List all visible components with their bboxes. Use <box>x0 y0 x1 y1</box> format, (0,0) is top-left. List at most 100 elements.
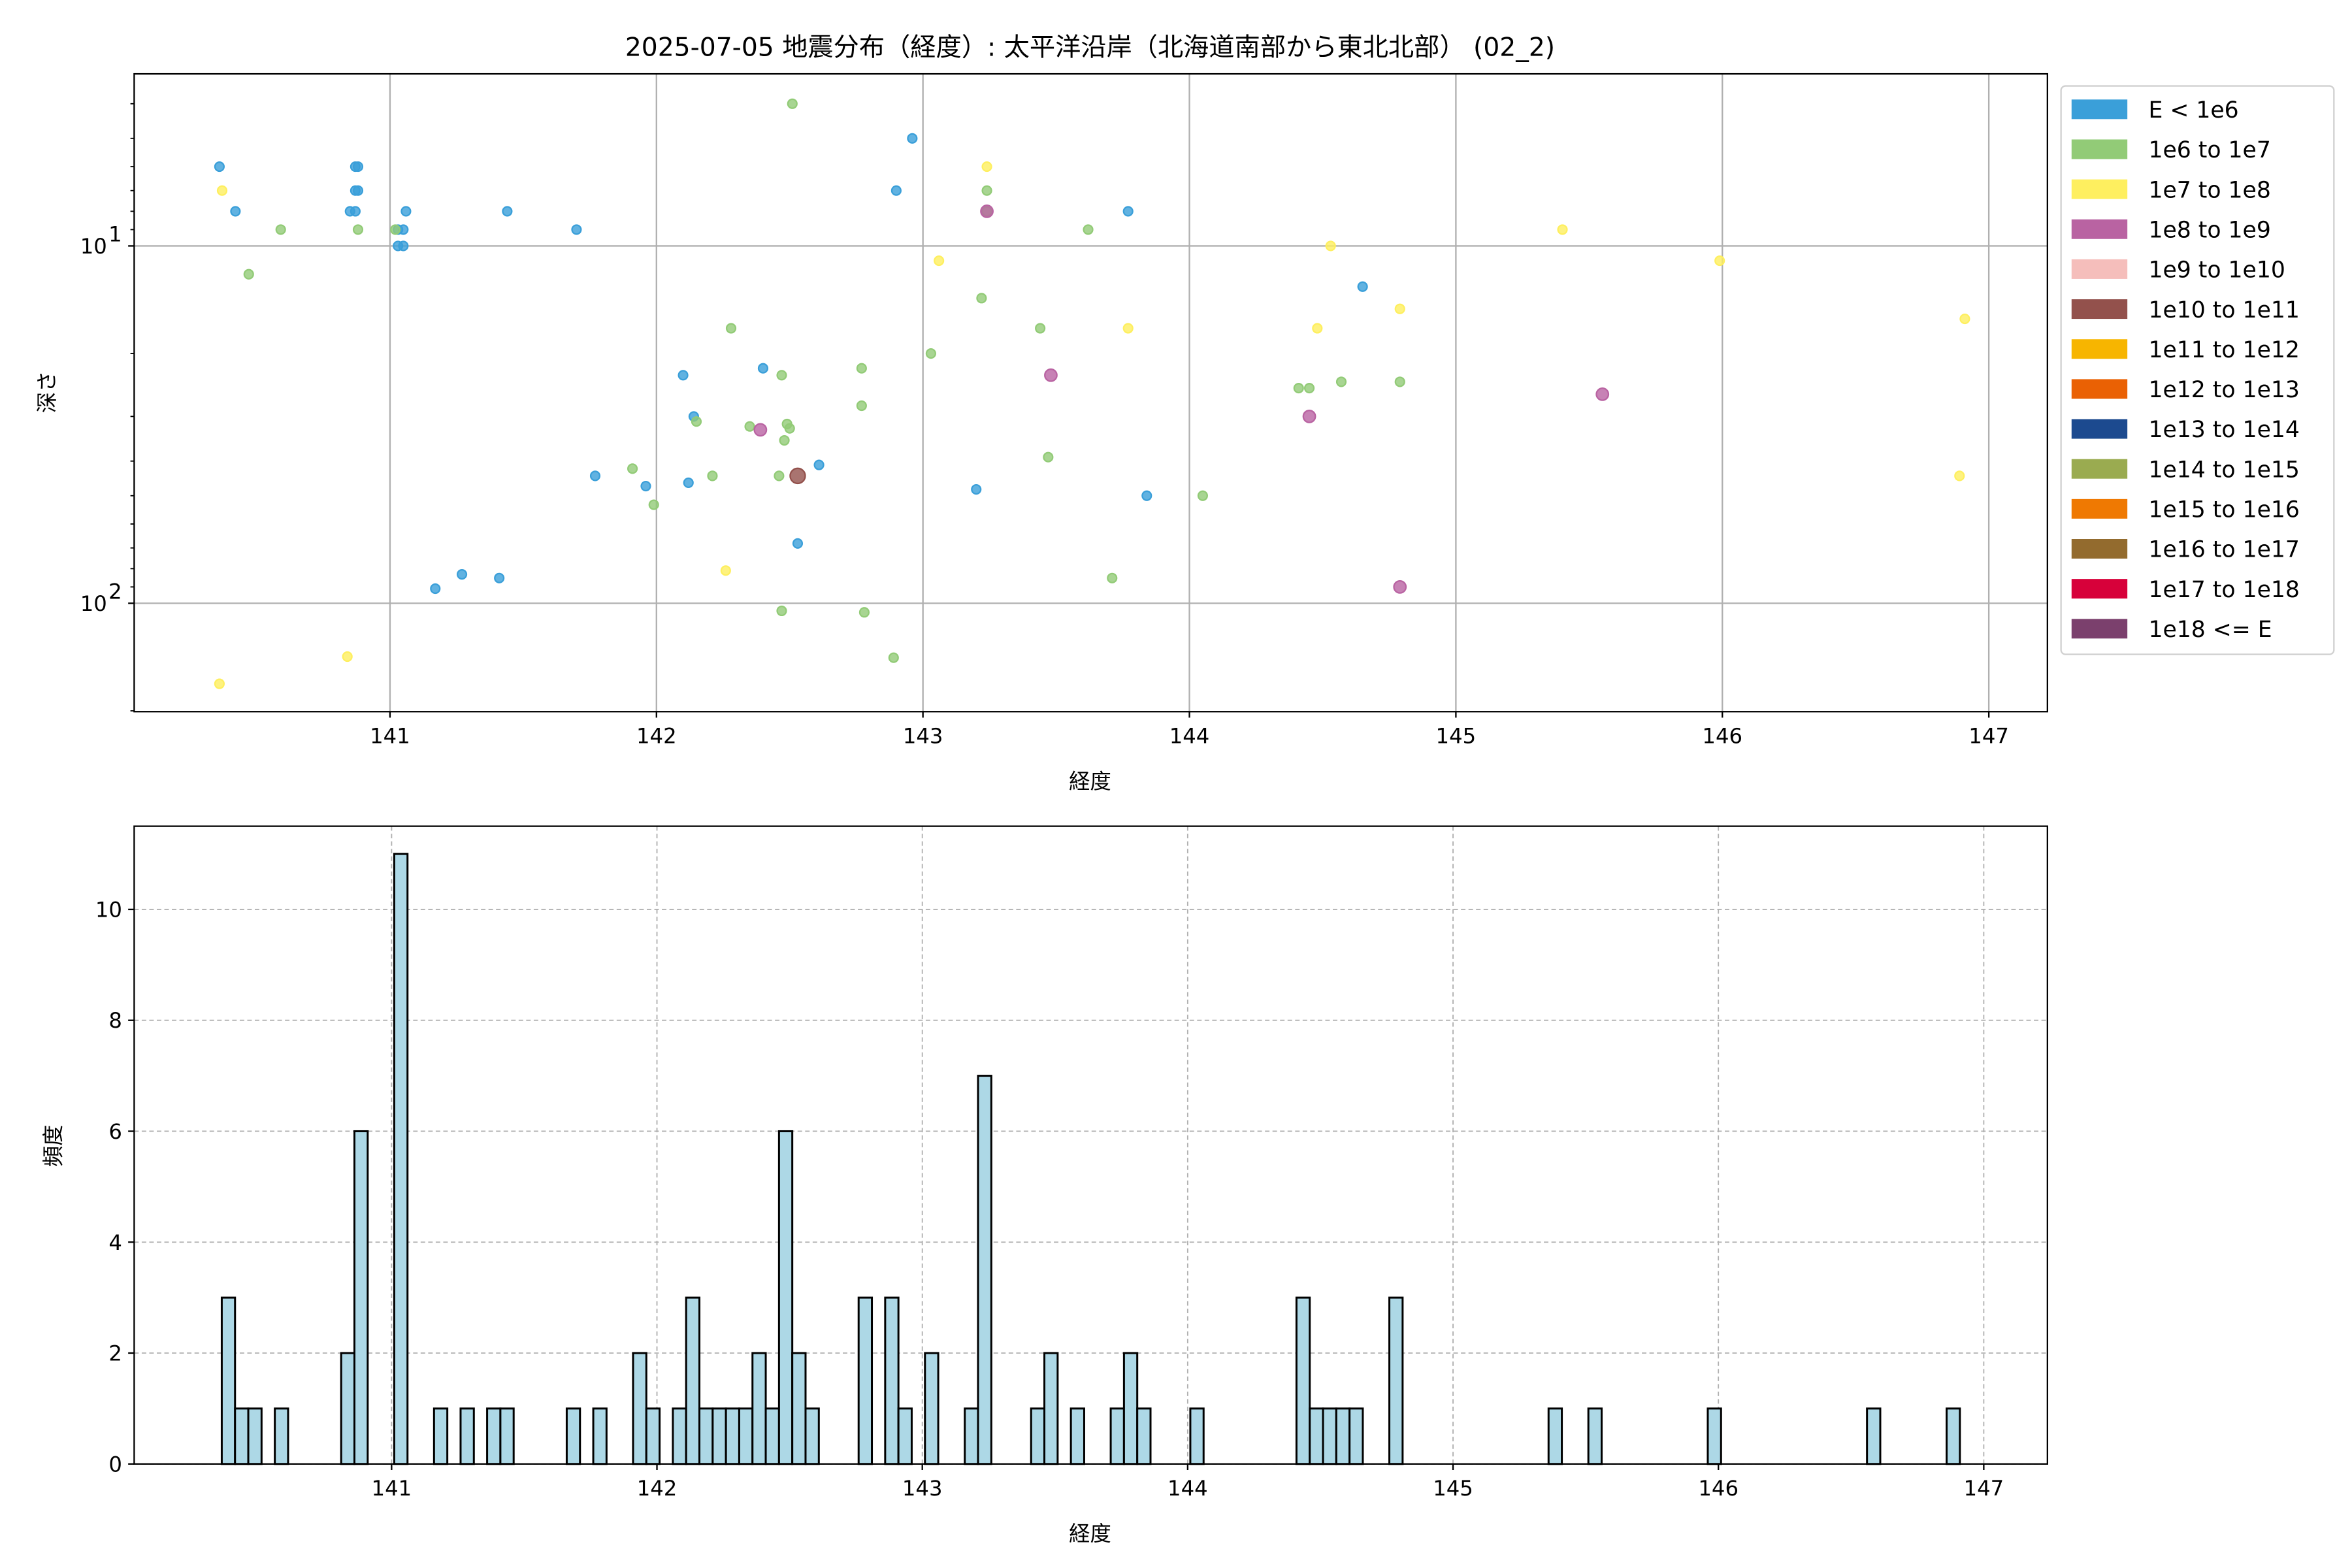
legend-label: E < 1e6 <box>2148 97 2238 123</box>
legend-label: 1e11 to 1e12 <box>2148 337 2299 363</box>
histogram-bar <box>340 1352 356 1465</box>
scatter-point <box>571 224 582 235</box>
histogram-bar <box>977 1075 992 1465</box>
scatter-point <box>494 572 505 583</box>
histogram-bar <box>777 1130 794 1465</box>
histogram-ticks: 141 142 143 144 145 146 147 0 2 4 6 8 10 <box>95 897 2004 1501</box>
histogram-bar <box>751 1352 767 1465</box>
histogram-bar <box>632 1352 647 1465</box>
histogram-bar <box>1335 1407 1351 1465</box>
scatter-point <box>275 224 286 235</box>
legend-swatch <box>2071 339 2128 359</box>
x-tick-label: 146 <box>1702 724 1742 749</box>
histogram-bar <box>924 1352 939 1465</box>
x-tick-label: 144 <box>1168 1476 1208 1501</box>
histogram-bar <box>1122 1352 1139 1465</box>
legend: E < 1e6 1e6 to 1e7 1e7 to 1e8 1e8 to 1e9 1e9… <box>2060 85 2335 655</box>
x-tick-label: 142 <box>637 1476 678 1501</box>
scatter-point <box>400 206 412 217</box>
histogram-bar <box>1309 1407 1324 1465</box>
scatter-point <box>683 477 694 489</box>
scatter-point <box>813 459 825 470</box>
y-tick-label-base: 10 <box>80 591 107 616</box>
y-tick-label: 0 <box>108 1452 122 1477</box>
scatter-frame <box>133 73 2048 713</box>
scatter-point <box>430 583 441 595</box>
scatter-point <box>779 434 790 446</box>
histogram-bar <box>897 1407 913 1465</box>
histogram-bar <box>791 1352 807 1465</box>
scatter-point <box>627 463 638 474</box>
legend-label: 1e10 to 1e11 <box>2148 297 2299 323</box>
scatter-point <box>691 416 702 427</box>
scatter-point <box>230 206 241 217</box>
scatter-point <box>350 206 361 217</box>
histogram-bar <box>698 1407 714 1465</box>
scatter-point <box>678 370 689 381</box>
scatter-point <box>1954 470 1965 482</box>
histogram-bar <box>459 1407 475 1465</box>
histogram-bar <box>234 1407 250 1465</box>
scatter-points <box>214 98 1970 689</box>
histogram-x-axis-label: 経度 <box>1069 1521 1111 1546</box>
scatter-point <box>1107 572 1118 583</box>
legend-label: 1e17 to 1e18 <box>2148 577 2299 603</box>
scatter-point <box>1714 255 1725 267</box>
scatter-point <box>753 423 768 437</box>
histogram-bar <box>645 1407 661 1465</box>
legend-swatch <box>2071 539 2128 559</box>
scatter-point <box>1557 224 1568 235</box>
scatter-plot-area <box>134 74 2048 712</box>
legend-label: 1e16 to 1e17 <box>2148 537 2299 563</box>
scatter-point <box>792 538 804 549</box>
histogram-bar <box>804 1407 820 1465</box>
y-tick-label-base: 10 <box>80 234 107 259</box>
histogram-frame <box>133 825 2048 1465</box>
scatter-point <box>398 240 409 252</box>
scatter-point <box>342 651 353 662</box>
histogram-bar <box>738 1407 754 1465</box>
scatter-point <box>1122 206 1134 217</box>
histogram-bar <box>685 1296 701 1465</box>
scatter-point <box>390 224 401 235</box>
scatter-point <box>1595 387 1610 401</box>
scatter-point <box>707 470 718 482</box>
histogram-bar <box>964 1407 979 1465</box>
scatter-point <box>1293 383 1304 394</box>
x-tick-label: 147 <box>1964 1476 2004 1501</box>
histogram-bar <box>1388 1296 1404 1465</box>
histogram-bar <box>565 1407 581 1465</box>
scatter-y-axis-label: 深さ <box>35 371 59 414</box>
scatter-point <box>976 293 987 304</box>
x-tick-label: 145 <box>1436 724 1477 749</box>
legend-label: 1e12 to 1e13 <box>2148 377 2299 403</box>
histogram-bar <box>711 1407 727 1465</box>
legend-swatch <box>2071 579 2128 599</box>
scatter-point <box>1312 323 1323 334</box>
histogram-bar <box>725 1407 740 1465</box>
scatter-point <box>502 206 513 217</box>
scatter-point <box>971 483 982 495</box>
x-tick-label: 145 <box>1433 1476 1473 1501</box>
scatter-point <box>776 370 787 381</box>
y-tick-label: 6 <box>108 1119 122 1144</box>
scatter-point <box>352 161 364 172</box>
histogram-bar <box>1322 1407 1337 1465</box>
histogram-bar <box>486 1407 502 1465</box>
histogram-bar <box>433 1407 449 1465</box>
scatter-point <box>888 652 899 663</box>
histogram-bar <box>220 1296 237 1465</box>
histogram-bar <box>1348 1407 1364 1465</box>
legend-swatch <box>2071 619 2128 639</box>
scatter-point <box>1393 580 1407 594</box>
legend-box <box>2060 85 2335 655</box>
histogram-bar <box>499 1407 515 1465</box>
scatter-point <box>352 185 364 196</box>
scatter-point <box>725 323 737 334</box>
scatter-point <box>1357 281 1368 292</box>
legend-swatch <box>2071 99 2128 120</box>
histogram-bar <box>353 1130 369 1465</box>
scatter-x-axis-label: 経度 <box>1069 769 1111 794</box>
legend-swatch <box>2071 139 2128 159</box>
